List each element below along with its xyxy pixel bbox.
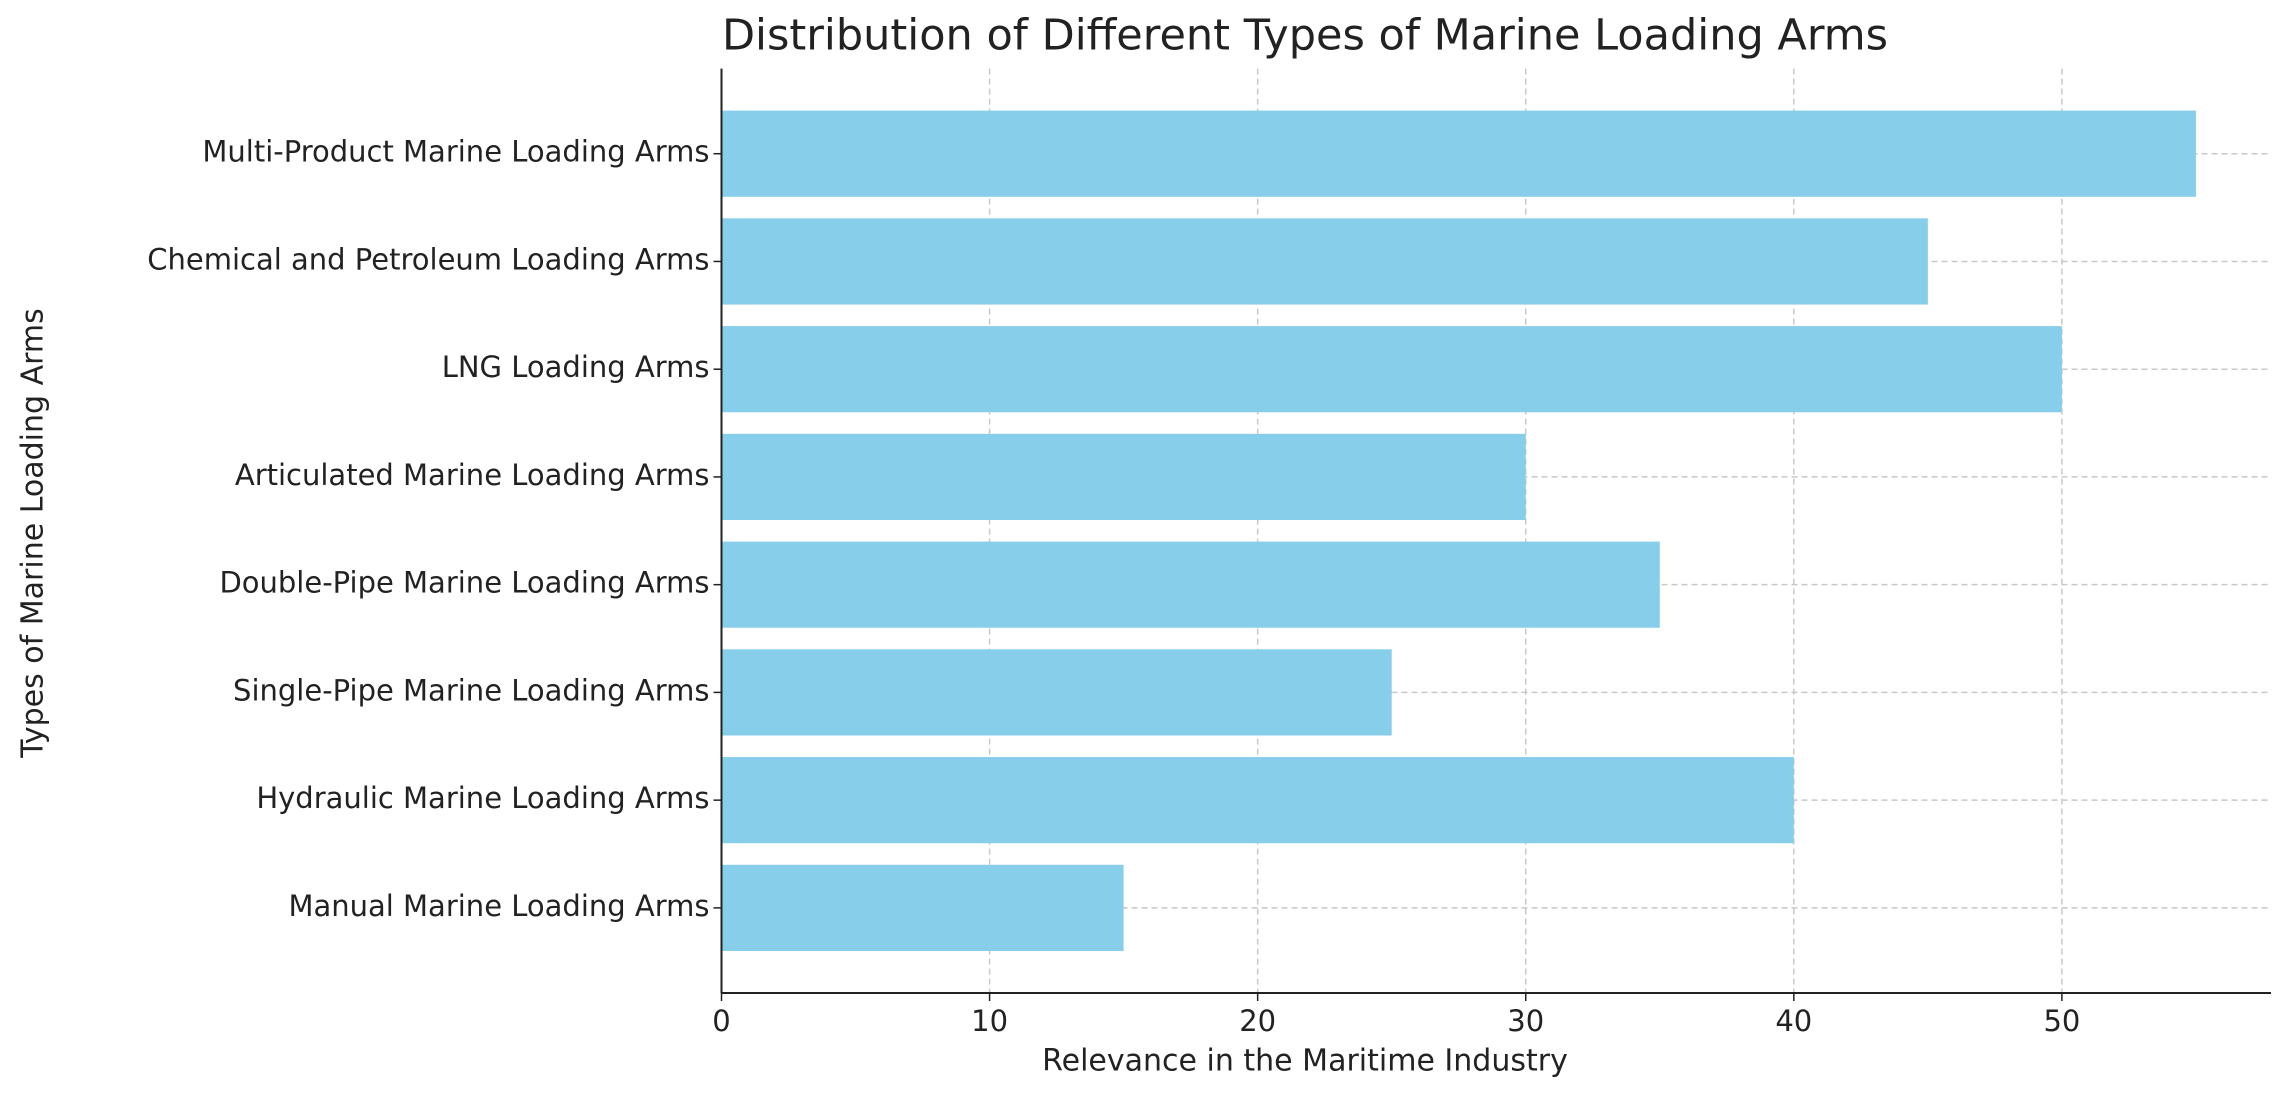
x-tick-label: 10 — [971, 1004, 1008, 1038]
x-tick-label: 20 — [1239, 1004, 1276, 1038]
bar — [721, 649, 1392, 736]
x-axis-label: Relevance in the Maritime Industry — [1042, 1044, 1568, 1079]
bar — [721, 757, 1794, 844]
y-axis-label: Types of Marine Loading Arms — [16, 308, 51, 759]
bar — [721, 433, 1526, 521]
y-tick-label: Chemical and Petroleum Loading Arms — [147, 242, 709, 276]
y-tick-label: Manual Marine Loading Arms — [288, 889, 709, 923]
bar — [721, 218, 1928, 305]
y-tick-label: Articulated Marine Loading Arms — [235, 458, 710, 492]
bar — [721, 541, 1660, 628]
bar — [721, 110, 2196, 197]
bar — [721, 864, 1124, 951]
y-tick-label: Multi-Product Marine Loading Arms — [202, 135, 709, 169]
y-tick-label: Double-Pipe Marine Loading Arms — [219, 566, 709, 600]
y-tick-label: LNG Loading Arms — [442, 350, 710, 384]
chart-title: Distribution of Different Types of Marin… — [722, 11, 1888, 61]
x-tick-label: 50 — [2043, 1004, 2080, 1038]
y-tick-label: Single-Pipe Marine Loading Arms — [233, 673, 709, 707]
x-tick-label: 0 — [712, 1004, 730, 1038]
x-tick-label: 30 — [1507, 1004, 1544, 1038]
y-tick-label: Hydraulic Marine Loading Arms — [256, 781, 709, 815]
x-tick-label: 40 — [1775, 1004, 1812, 1038]
bar — [721, 326, 2062, 413]
